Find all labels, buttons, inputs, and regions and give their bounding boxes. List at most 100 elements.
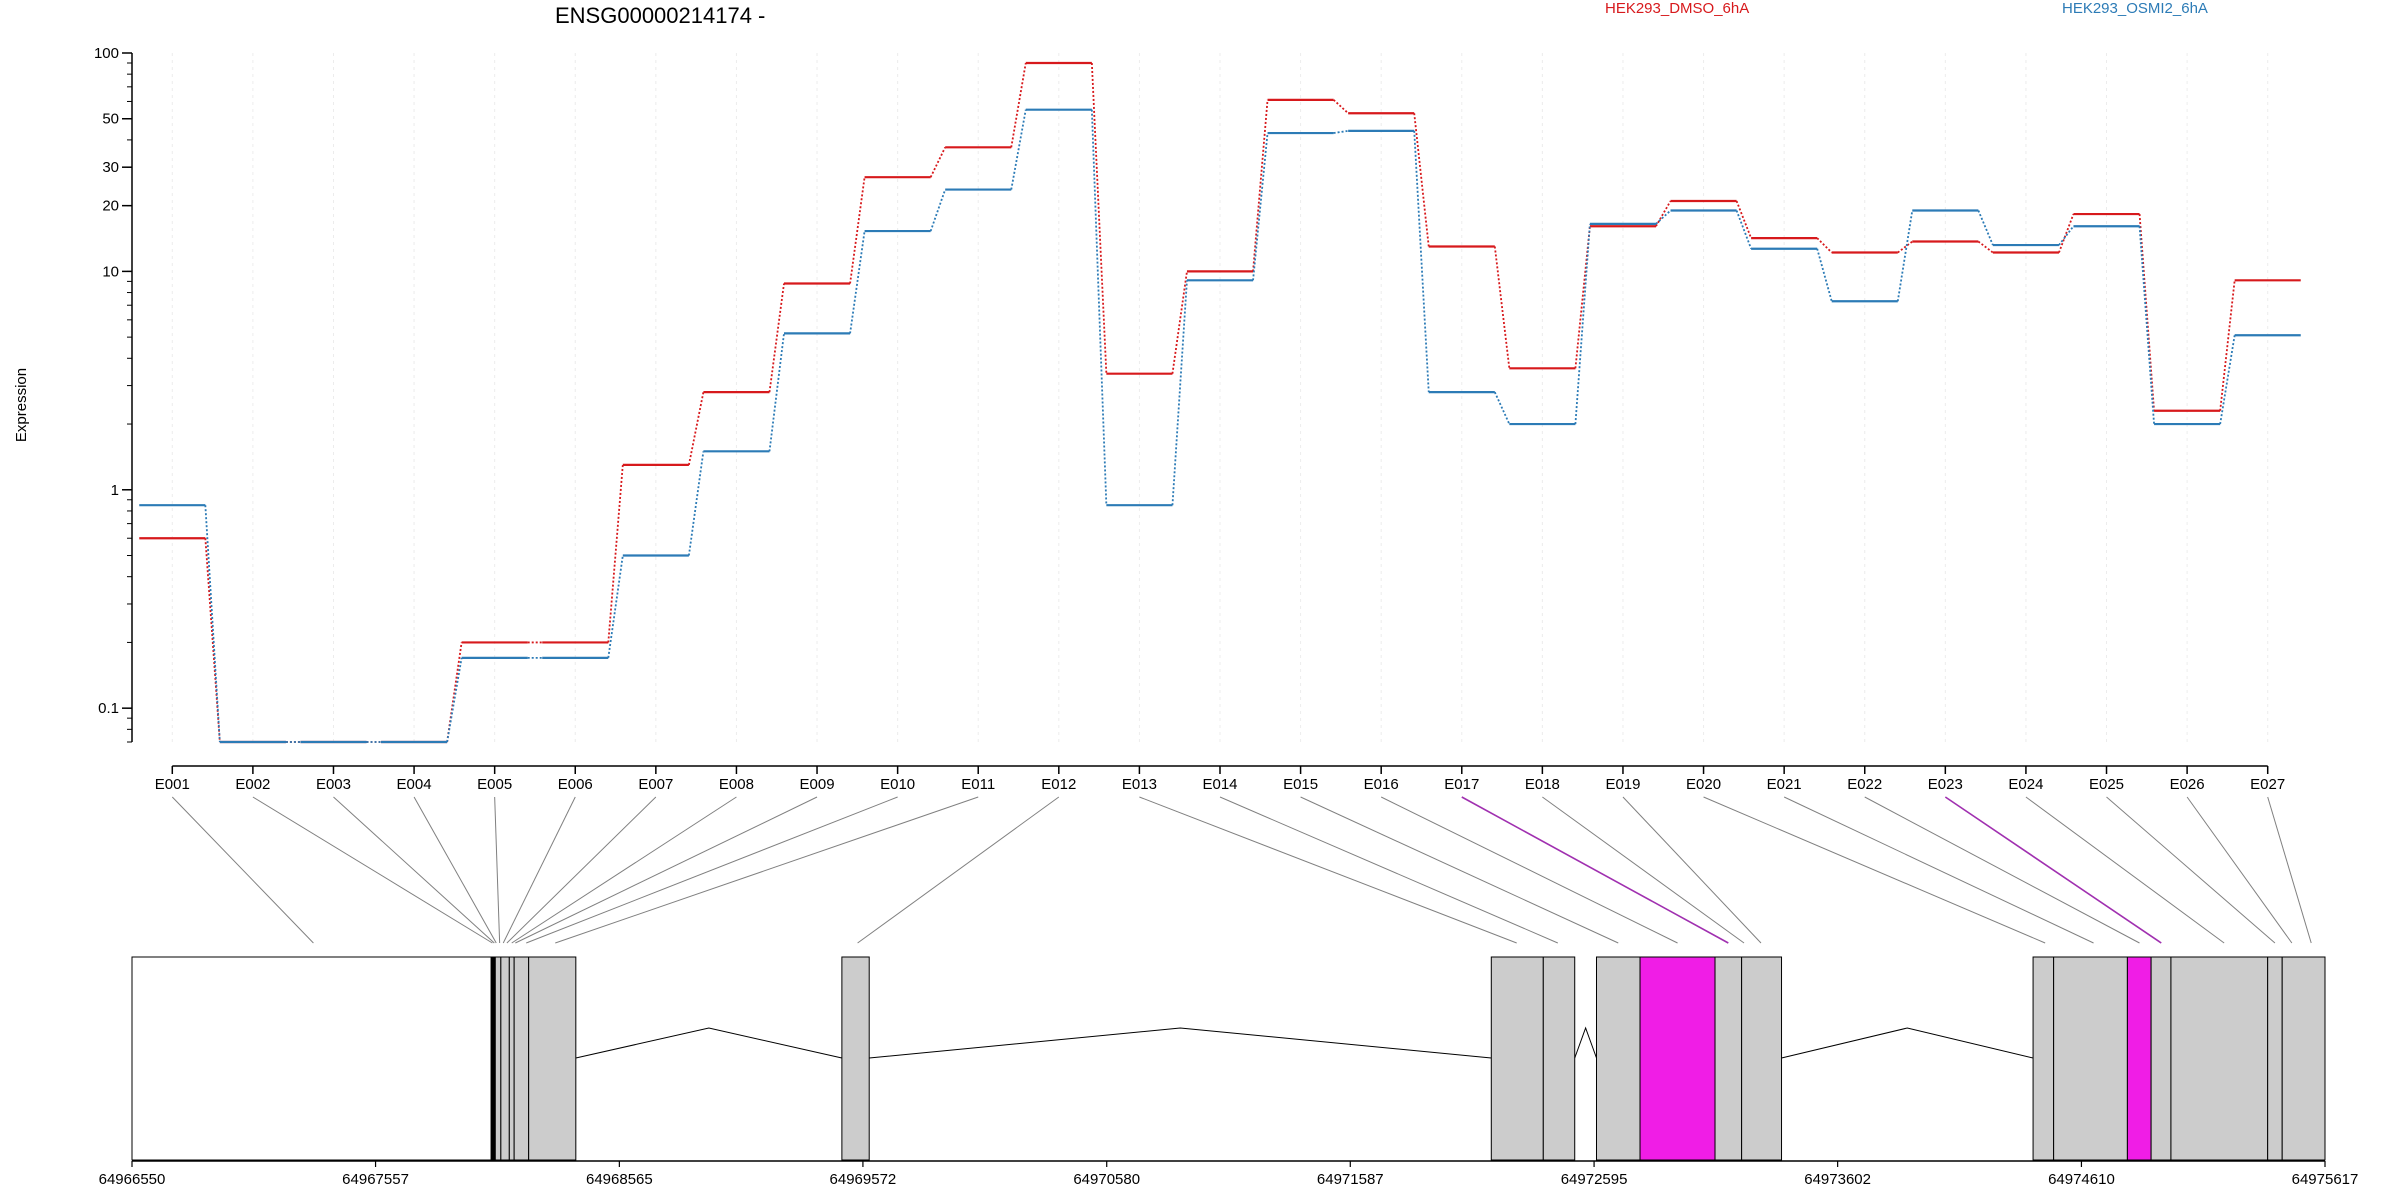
exon-link-e027 (2267, 796, 2312, 944)
series-transition (929, 146, 946, 178)
x-tick-label-e017: E017 (1444, 776, 1479, 793)
genomic-tick-label: 64971587 (1317, 1171, 1384, 1188)
exon-link-e018 (1542, 796, 1745, 944)
series-transition (1735, 200, 1752, 239)
exon-link-e008 (511, 796, 737, 944)
y-tick-label: 0.1 (98, 700, 119, 717)
y-tick-label: 100 (94, 45, 119, 62)
exon-block (2053, 956, 2128, 1161)
series-transition (1574, 223, 1591, 425)
exon-block (131, 956, 492, 1161)
series-transition (446, 657, 463, 743)
series-transition (1333, 99, 1349, 114)
x-tick-label-e016: E016 (1364, 776, 1399, 793)
exon-block (1741, 956, 1783, 1161)
series-transition (1171, 280, 1188, 506)
x-tick-label-e008: E008 (719, 776, 754, 793)
exon-link-e019 (1622, 796, 1762, 944)
genomic-tick-label: 64970580 (1073, 1171, 1140, 1188)
exon-link-e020 (1703, 796, 2046, 944)
y-tick-label: 1 (111, 482, 119, 499)
series-transition (1655, 209, 1672, 225)
exon-block (490, 956, 496, 1161)
exon-link-e021 (1783, 796, 2094, 944)
legend-entry-dmso: HEK293_DMSO_6hA (1605, 0, 1749, 17)
x-tick-label-e025: E025 (2089, 776, 2124, 793)
y-tick-label: 20 (102, 198, 119, 215)
exon-link-e004 (413, 796, 497, 944)
exon-block (1490, 956, 1544, 1161)
exon-block (1542, 956, 1576, 1161)
series-transition (1413, 130, 1430, 393)
genomic-tick-label: 64972595 (1561, 1171, 1628, 1188)
x-tick-label-e020: E020 (1686, 776, 1721, 793)
series-transition (1090, 109, 1108, 506)
series-transition (204, 538, 221, 743)
x-tick-label-e019: E019 (1605, 776, 1640, 793)
genomic-tick-label: 64975617 (2292, 1171, 2359, 1188)
y-axis-label: Expression (13, 368, 30, 442)
exon-link-e014 (1219, 796, 1558, 944)
series-transition (2138, 226, 2155, 425)
x-tick-label-e026: E026 (2170, 776, 2205, 793)
series-transition (849, 177, 866, 284)
series-transition (1655, 200, 1672, 227)
series-transition (2138, 214, 2155, 411)
intron-line (1574, 1026, 1597, 1059)
x-tick-label-e010: E010 (880, 776, 915, 793)
series-transition (1171, 271, 1188, 374)
exon-block (841, 956, 870, 1161)
intron-line (1781, 1027, 2034, 1059)
x-tick-label-e006: E006 (558, 776, 593, 793)
x-tick-label-e015: E015 (1283, 776, 1318, 793)
exon-link-e026 (2186, 796, 2293, 944)
series-transition (607, 464, 624, 643)
exon-link-e005 (494, 796, 501, 944)
x-tick-label-e021: E021 (1767, 776, 1802, 793)
intron-line (575, 1027, 842, 1059)
series-transition (1333, 129, 1349, 134)
series-transition (688, 391, 705, 466)
series-transition (768, 283, 785, 393)
genomic-tick-label: 64968565 (586, 1171, 653, 1188)
exon-link-e023 (1944, 796, 2162, 944)
x-tick-label-e018: E018 (1525, 776, 1560, 793)
series-transition (1816, 237, 1833, 254)
genomic-tick-label: 64974610 (2048, 1171, 2115, 1188)
exon-link-e002 (252, 796, 493, 944)
series-transition (2219, 335, 2236, 425)
exon-block (1639, 956, 1716, 1161)
y-tick-label: 10 (102, 263, 119, 280)
series-osmi2 (139, 108, 2301, 744)
series-transition (607, 555, 624, 658)
exon-link-e001 (171, 796, 314, 944)
exon-link-e003 (333, 796, 495, 944)
intron-line (869, 1027, 1492, 1059)
exon-block (1595, 956, 1641, 1161)
series-transition (1252, 99, 1269, 272)
exon-block (500, 956, 510, 1161)
exon-block (2281, 956, 2326, 1161)
series-transition (2058, 213, 2075, 253)
axes: 0.1 1 10 20 30 50 100 E001 E002 E003 E004 E005 E006 E… (94, 45, 2358, 1188)
x-tick-label-e002: E002 (235, 776, 270, 793)
series-transition (1977, 240, 1994, 254)
series-dmso (139, 61, 2301, 744)
x-tick-label-e013: E013 (1122, 776, 1157, 793)
series-transition (2058, 225, 2075, 246)
chart-title: ENSG00000214174 - (555, 3, 765, 28)
x-tick-label-e027: E027 (2250, 776, 2285, 793)
series-transition (204, 505, 221, 743)
y-tick-label: 50 (102, 111, 119, 128)
x-tick-label-e001: E001 (155, 776, 190, 793)
genomic-tick-label: 64969572 (830, 1171, 897, 1188)
series-lines (139, 61, 2301, 744)
x-tick-label-e005: E005 (477, 776, 512, 793)
series-transition (1493, 246, 1511, 369)
series-transition (2219, 280, 2236, 411)
x-tick-label-e023: E023 (1928, 776, 1963, 793)
series-transition (688, 451, 705, 556)
series-transition (1252, 132, 1269, 281)
series-transition (1896, 210, 1914, 302)
